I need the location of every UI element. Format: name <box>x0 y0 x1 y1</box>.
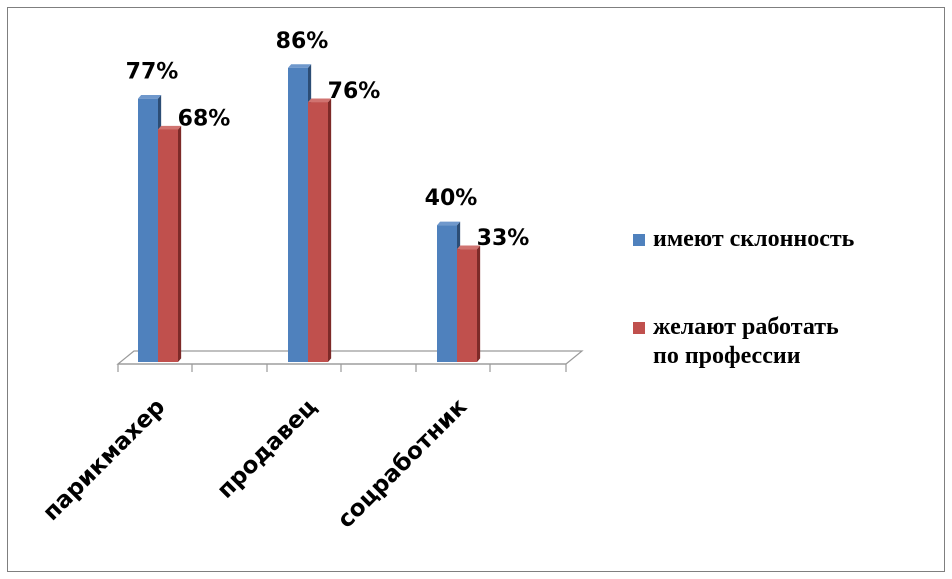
legend-swatch-red <box>633 322 645 334</box>
bar-front <box>288 67 308 362</box>
bar-top <box>288 64 312 68</box>
data-label: 76% <box>328 79 381 104</box>
category-label: соцработник <box>333 394 473 534</box>
bar <box>308 98 332 362</box>
bar-top <box>437 221 461 226</box>
data-label: 33% <box>477 226 530 251</box>
data-label: 40% <box>425 186 478 211</box>
bar-side <box>178 125 182 362</box>
bar-top <box>308 98 332 103</box>
bar-front <box>158 129 178 362</box>
bars <box>138 64 481 362</box>
bar-top <box>158 125 182 130</box>
category-labels: парикмахер продавец соцработник <box>38 394 472 534</box>
bar <box>138 95 162 362</box>
category-label: продавец <box>212 394 322 504</box>
bar-side <box>477 245 481 362</box>
legend-label: по профессии <box>653 343 801 369</box>
bar-top <box>457 245 481 250</box>
data-label: 77% <box>126 60 179 85</box>
bar <box>457 245 481 362</box>
category-label: парикмахер <box>38 394 170 526</box>
legend-label: имеют склонность <box>653 226 855 252</box>
bar-top <box>138 95 162 99</box>
bar-side <box>328 98 332 362</box>
bar <box>288 64 312 362</box>
legend-label: желают работать <box>653 314 839 340</box>
bar <box>437 221 461 362</box>
bar-front <box>437 225 457 362</box>
chart-floor <box>116 350 584 365</box>
bar-front <box>457 249 477 362</box>
data-label: 86% <box>276 29 329 54</box>
bar-front <box>138 98 158 362</box>
bar-front <box>308 102 328 362</box>
data-labels: 77% 68% 86% 76% 40% 33% <box>126 29 530 251</box>
data-label: 68% <box>178 106 231 131</box>
x-axis-ticks <box>117 364 567 372</box>
floor-plane <box>116 350 584 365</box>
bar <box>158 125 182 362</box>
legend-swatch-blue <box>633 234 645 246</box>
